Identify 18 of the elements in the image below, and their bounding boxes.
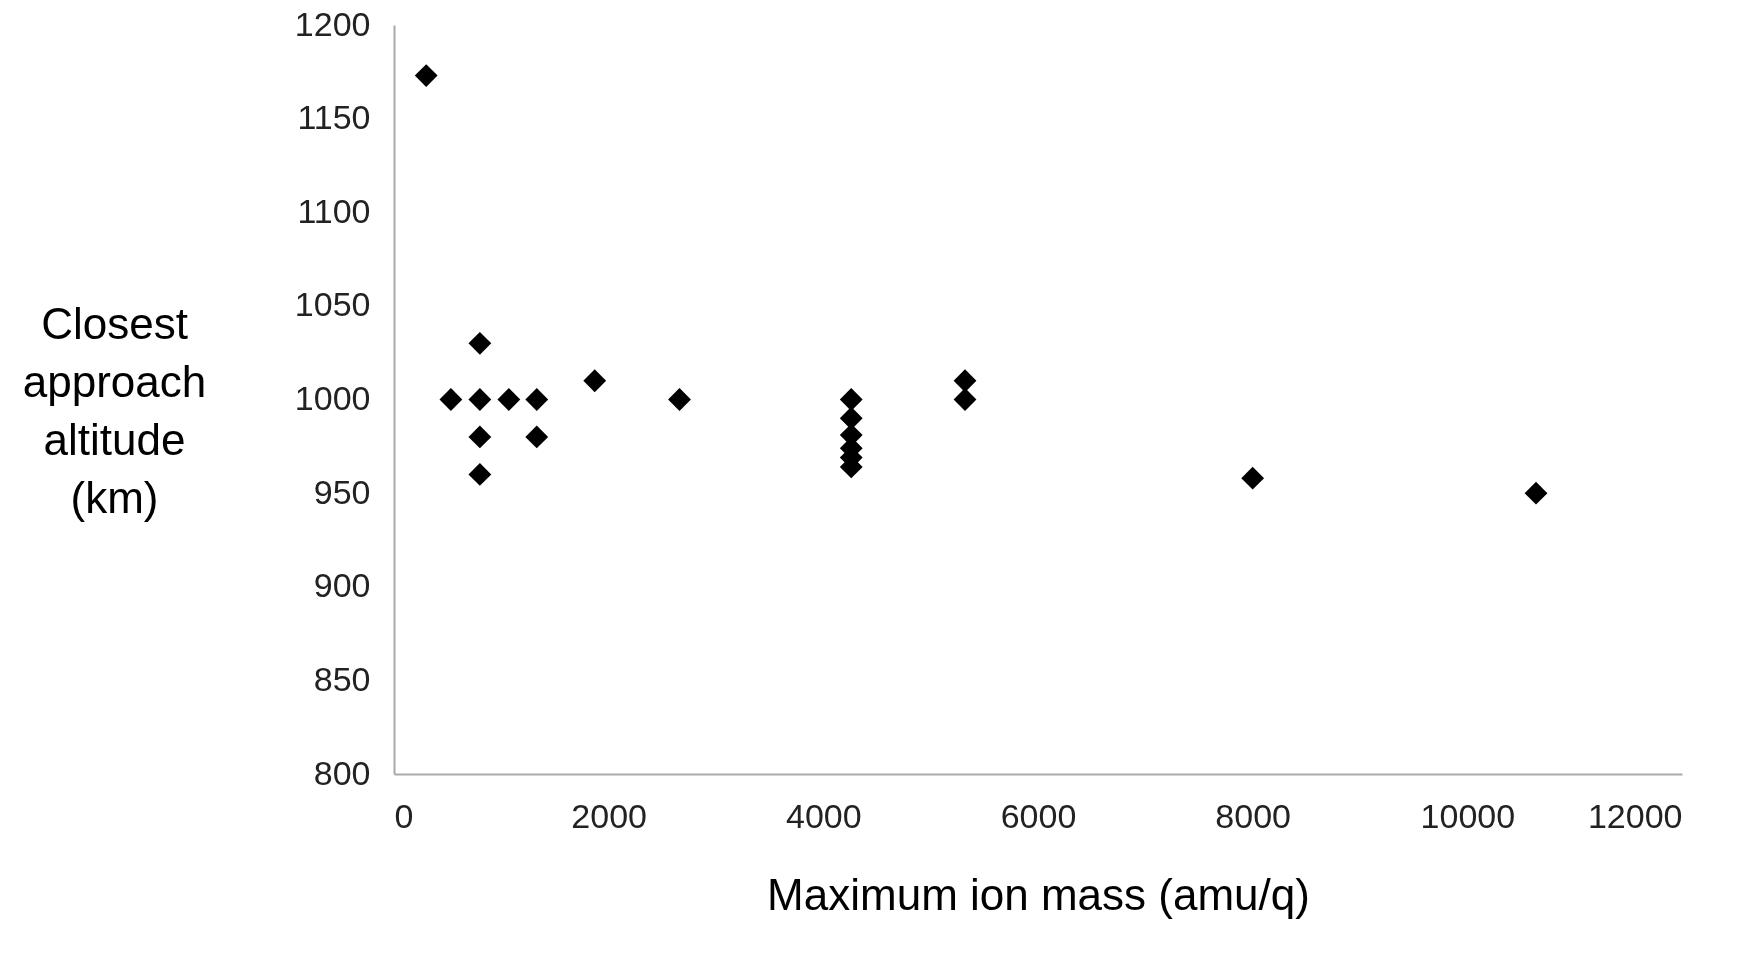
x-axis-title: Maximum ion mass (amu/q) [767, 869, 1310, 919]
x-tick-label: 6000 [1000, 796, 1077, 835]
x-tick-label: 12000 [1587, 796, 1683, 835]
y-axis-title: Closest approach altitude (km) [22, 298, 207, 522]
x-tick-label: 8000 [1215, 796, 1291, 835]
y-tick-label: 950 [313, 472, 371, 511]
y-tick-label: 800 [313, 753, 371, 792]
y-tick-label: 1100 [297, 191, 371, 230]
x-tick-label: 4000 [786, 796, 862, 835]
y-tick-label: 1000 [294, 379, 371, 417]
y-tick-label: 850 [313, 659, 371, 698]
x-tick-label: 0 [394, 796, 414, 835]
y-tick-label: 1200 [294, 4, 371, 43]
y-tick-label: 1050 [294, 285, 371, 324]
y-tick-label: 1150 [297, 98, 371, 137]
y-tick-label: 900 [313, 566, 371, 605]
x-tick-label: 2000 [571, 796, 647, 835]
x-tick-label: 10000 [1420, 796, 1516, 835]
